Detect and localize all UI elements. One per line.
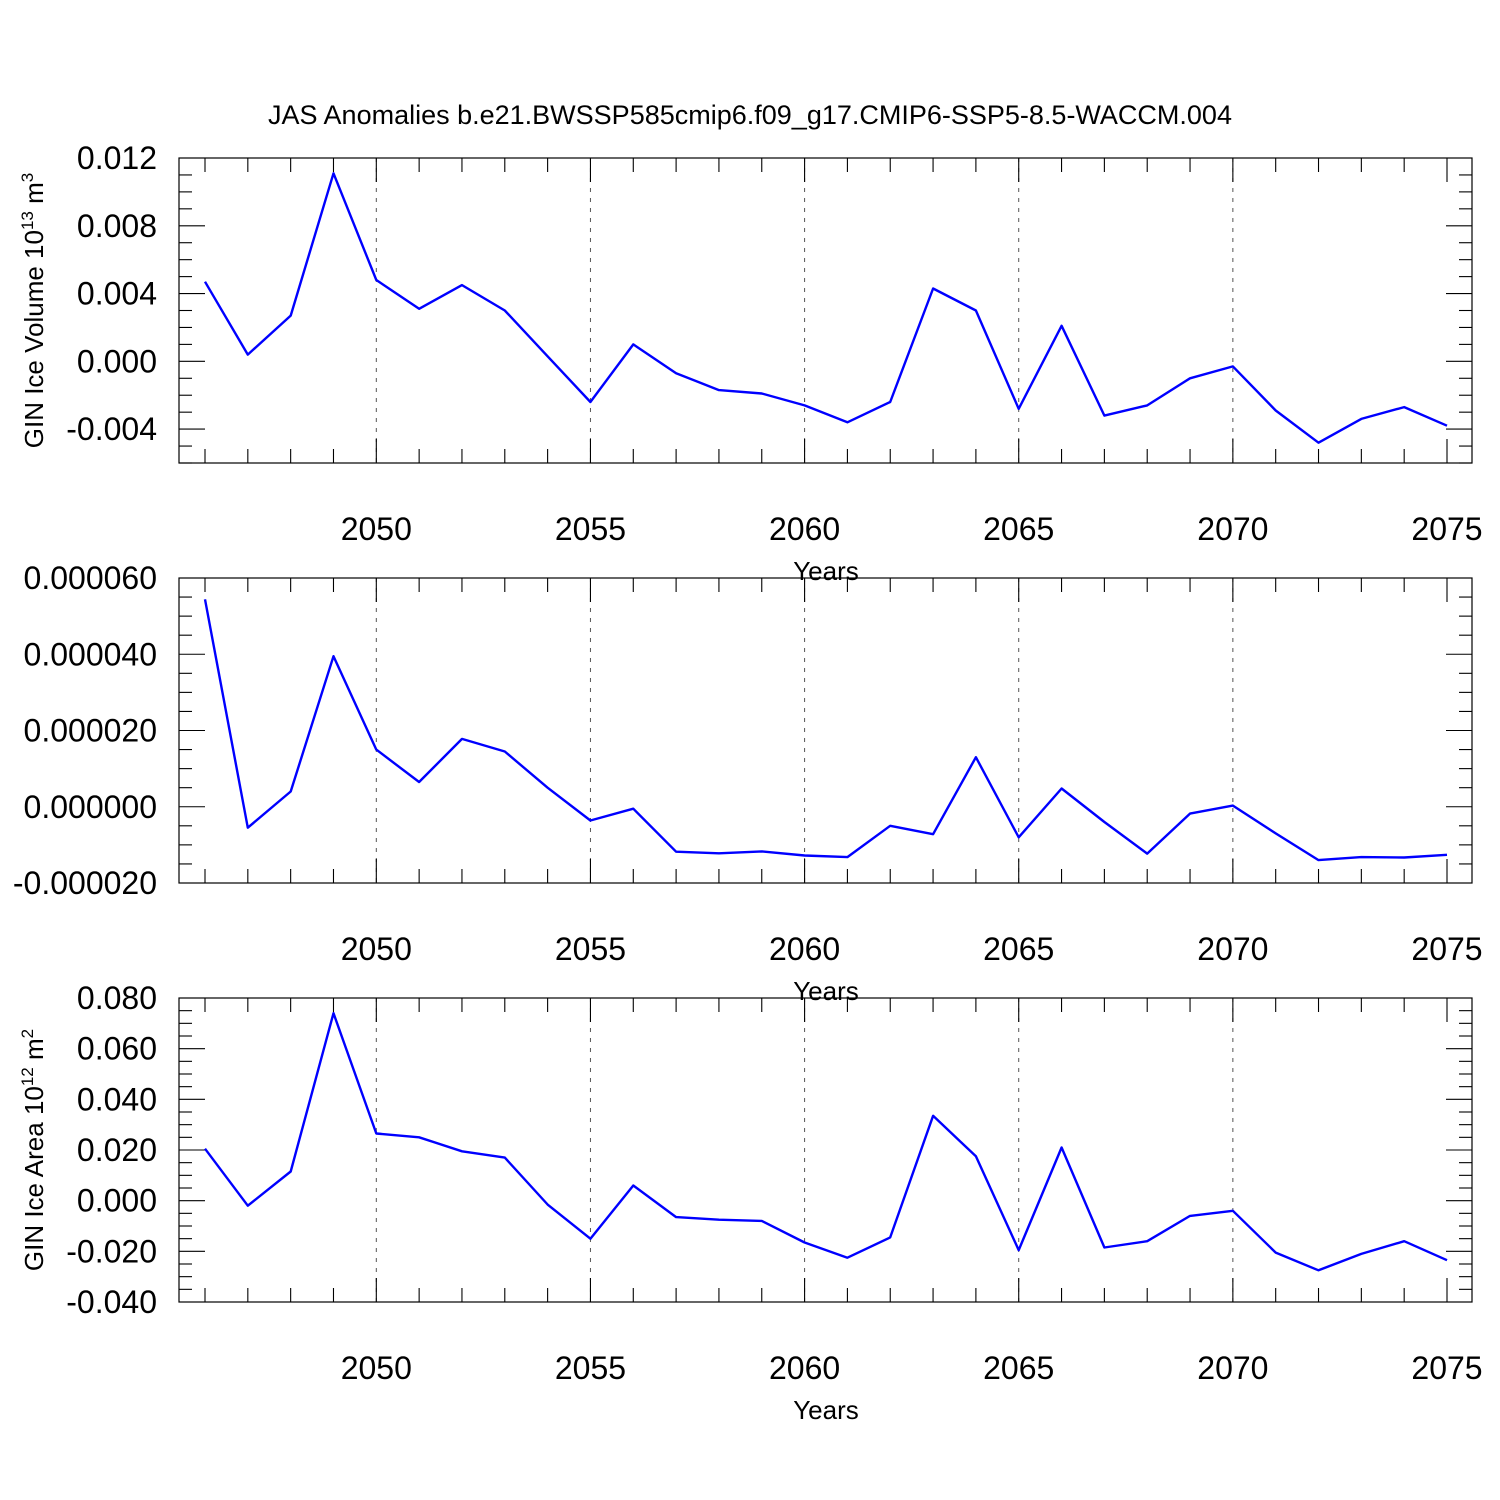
x-tick-label: 2065 [983,1350,1054,1386]
x-tick-label: 2050 [341,1350,412,1386]
x-tick-label: 2065 [983,511,1054,547]
x-tick-label: 2065 [983,931,1054,967]
y-tick-label: -0.020 [66,1233,157,1269]
x-tick-label: 2075 [1411,511,1482,547]
x-tick-label: 2060 [769,1350,840,1386]
x-axis-label: Years [793,556,859,586]
x-tick-label: 2055 [555,931,626,967]
x-tick-label: 2060 [769,511,840,547]
y-tick-label: -0.000020 [13,865,157,901]
x-tick-label: 2075 [1411,931,1482,967]
x-tick-label: 2050 [341,931,412,967]
y-tick-label: 0.020 [77,1132,157,1168]
x-axis-label: Years [793,1395,859,1425]
y-tick-label: 0.004 [77,276,157,312]
x-tick-label: 2070 [1197,1350,1268,1386]
y-tick-label: 0.012 [77,140,157,176]
y-tick-label: 0.000 [77,1183,157,1219]
y-tick-label: 0.000020 [24,713,157,749]
x-tick-label: 2055 [555,1350,626,1386]
x-tick-label: 2070 [1197,931,1268,967]
x-axis-label: Years [793,976,859,1006]
figure-title: JAS Anomalies b.e21.BWSSP585cmip6.f09_g1… [268,100,1232,130]
y-tick-label: 0.000040 [24,636,157,672]
y-tick-label: 0.000 [77,343,157,379]
y-tick-label: 0.080 [77,980,157,1016]
x-tick-label: 2070 [1197,511,1268,547]
y-tick-label: 0.040 [77,1081,157,1117]
x-tick-label: 2050 [341,511,412,547]
x-tick-label: 2075 [1411,1350,1482,1386]
y-tick-label: 0.060 [77,1031,157,1067]
series-line-1 [203,172,1448,444]
x-tick-label: 2055 [555,511,626,547]
y-tick-label: -0.040 [66,1284,157,1320]
y-tick-label: 0.008 [77,208,157,244]
panel-2: 0.000060 0.000040 0.000020 0.000000 -0.00002… [13,560,1483,1006]
y-axis-label: GIN Ice Area 1012 m2 [18,1029,49,1271]
y-tick-label: -0.004 [66,411,157,447]
x-tick-label: 2060 [769,931,840,967]
y-tick-label: 0.000060 [24,560,157,596]
panels: 0.012 0.008 0.004 0.000 -0.004 2050 2055 2060 20… [13,140,1483,1425]
series-line-1 [203,599,1448,862]
y-tick-label: 0.000000 [24,789,157,825]
y-axis-label: GIN Ice Volume 1013 m3 [18,173,49,449]
series-line-1 [204,1012,1448,1272]
panel-3: 0.080 0.060 0.040 0.020 0.000 -0.020 -0.040 205… [18,980,1483,1425]
